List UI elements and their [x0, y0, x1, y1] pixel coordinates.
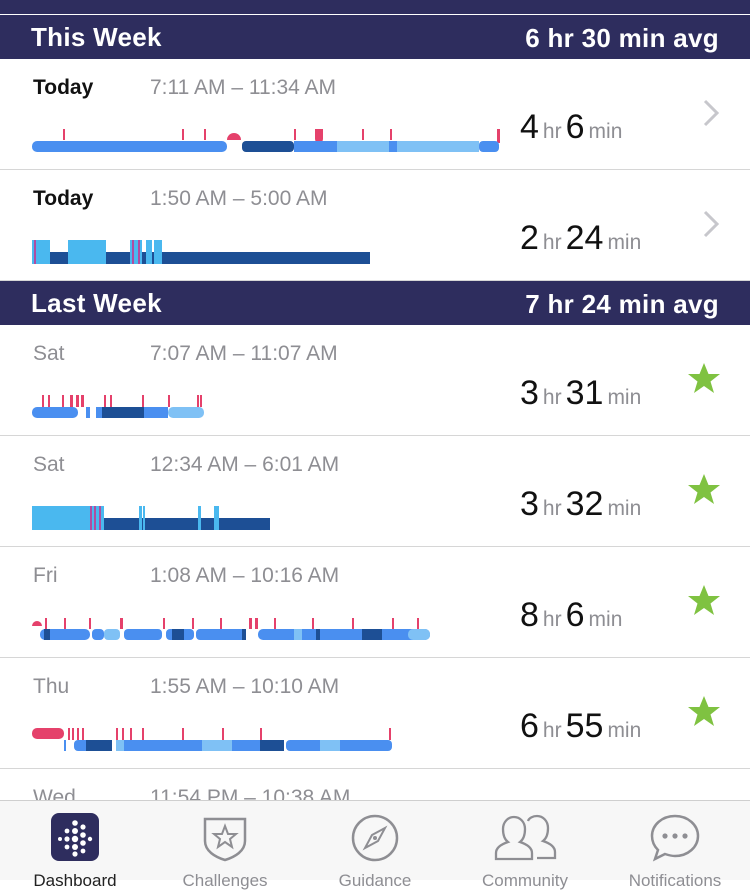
- sleep-stage-bar: [32, 506, 270, 530]
- chevron-right-icon: [703, 99, 720, 127]
- tab-label: Community: [482, 871, 568, 890]
- section-average: 6 hr 30 min avg: [525, 23, 719, 53]
- tab-community[interactable]: Community: [450, 813, 600, 890]
- tab-guidance[interactable]: Guidance: [300, 813, 450, 890]
- log-day: Today: [33, 76, 94, 99]
- log-time-range: 1:55 AM – 10:10 AM: [150, 675, 340, 698]
- last-week-header: Last Week 7 hr 24 min avg: [0, 281, 750, 325]
- sleep-log-row[interactable]: Sat 12:34 AM – 6:01 AM 3 hr 32 min: [0, 436, 750, 547]
- tab-label: Challenges: [182, 871, 268, 890]
- compass-icon: [351, 814, 399, 862]
- tab-label: Notifications: [628, 871, 722, 890]
- sleep-log-row[interactable]: Today 1:50 AM – 5:00 AM 2 hr 24 min: [0, 170, 750, 281]
- sleep-stage-bar: [32, 129, 500, 152]
- star-badge-icon: [203, 817, 247, 862]
- sleep-duration: 8 hr 6 min: [520, 596, 623, 634]
- goal-star-icon: [688, 474, 720, 504]
- goal-star-icon: [688, 363, 720, 393]
- sleep-duration: 3 hr 31 min: [520, 374, 642, 412]
- sleep-log-row[interactable]: Today 7:11 AM – 11:34 AM 4 hr 6 min: [0, 59, 750, 170]
- section-average: 7 hr 24 min avg: [525, 289, 719, 319]
- goal-star-icon: [688, 585, 720, 615]
- sleep-log-row[interactable]: Sat 7:07 AM – 11:07 AM 3 hr 31 min: [0, 325, 750, 436]
- log-day: Thu: [33, 675, 70, 698]
- log-time-range: 7:11 AM – 11:34 AM: [150, 76, 337, 99]
- top-status-strip: [0, 0, 750, 14]
- log-time-range: 1:08 AM – 10:16 AM: [150, 564, 340, 587]
- log-day: Fri: [33, 564, 58, 587]
- goal-star-icon: [688, 696, 720, 726]
- tab-dashboard[interactable]: Dashboard: [0, 813, 150, 890]
- log-day: Today: [33, 187, 94, 210]
- sleep-stage-bar: [32, 395, 204, 418]
- log-day: Sat: [33, 342, 65, 365]
- sleep-stage-bar: [32, 240, 370, 264]
- bottom-tab-bar: Dashboard Challenges Guidance Community …: [0, 800, 750, 890]
- sleep-log-row[interactable]: Fri 1:08 AM – 10:16 AM 8 hr 6 min: [0, 547, 750, 658]
- fitbit-dots-icon: [51, 813, 99, 861]
- tab-notifications[interactable]: Notifications: [600, 813, 750, 890]
- sleep-stage-bar: [32, 728, 392, 751]
- section-title: This Week: [31, 22, 162, 52]
- tab-challenges[interactable]: Challenges: [150, 813, 300, 890]
- sleep-duration: 3 hr 32 min: [520, 485, 642, 523]
- sleep-duration: 2 hr 24 min: [520, 219, 642, 257]
- chevron-right-icon: [703, 210, 720, 238]
- people-icon: [494, 814, 557, 861]
- section-title: Last Week: [31, 288, 162, 318]
- sleep-duration: 6 hr 55 min: [520, 707, 642, 745]
- sleep-stage-bar: [32, 618, 430, 640]
- tab-label: Dashboard: [33, 871, 117, 890]
- log-time-range: 12:34 AM – 6:01 AM: [150, 453, 340, 476]
- sleep-duration: 4 hr 6 min: [520, 108, 623, 146]
- log-time-range: 1:50 AM – 5:00 AM: [150, 187, 328, 210]
- tab-label: Guidance: [338, 871, 412, 890]
- sleep-log-row[interactable]: Thu 1:55 AM – 10:10 AM 6 hr 55 min: [0, 658, 750, 769]
- speech-bubble-icon: [650, 814, 700, 862]
- log-time-range: 7:07 AM – 11:07 AM: [150, 342, 338, 365]
- log-day: Sat: [33, 453, 65, 476]
- this-week-header: This Week 6 hr 30 min avg: [0, 15, 750, 59]
